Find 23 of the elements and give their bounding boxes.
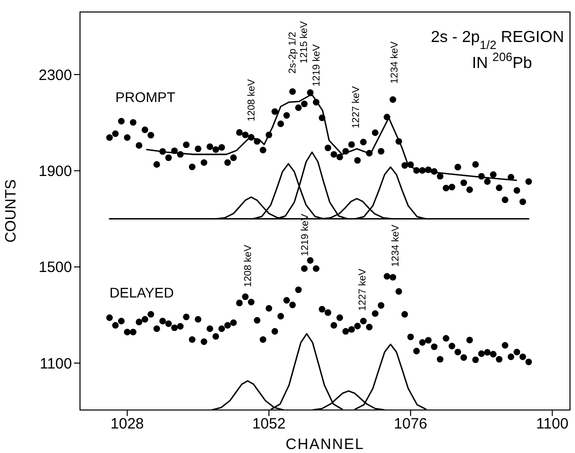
x-tick-label: 1100 — [536, 416, 568, 433]
text: IN $^{206}$Pb — [472, 50, 532, 72]
annotation: 1227 keV — [351, 86, 362, 128]
y-tick-label: 1500 — [38, 259, 72, 276]
annotation: 1215 keV — [299, 20, 310, 64]
y-axis-title: COUNTS — [2, 179, 20, 243]
annotation: 1227 keV — [358, 268, 369, 311]
x-axis-title: CHANNEL — [286, 436, 364, 453]
annotation: 2s-2p 1/2 — [287, 31, 298, 74]
annotation: 1219 keV — [312, 44, 323, 87]
y-tick-label: 2300 — [38, 66, 72, 84]
x-tick-label: 1076 — [394, 416, 428, 433]
annotation: 1208 keV — [243, 244, 254, 288]
y-tick-label: 1900 — [38, 163, 72, 180]
annotation: DELAYED — [110, 284, 174, 300]
annotation: 1234 keV — [390, 41, 401, 84]
annotation: 1234 keV — [390, 224, 402, 267]
y-tick-label: 1100 — [40, 355, 72, 372]
annotation: PROMPT — [115, 89, 176, 106]
x-tick-label: 1052 — [252, 416, 286, 433]
text: 2s - 2p$_{1/2}$ REGION — [430, 29, 564, 52]
annotation: 1208 keV — [246, 78, 258, 122]
x-tick-label: 1028 — [110, 416, 144, 433]
